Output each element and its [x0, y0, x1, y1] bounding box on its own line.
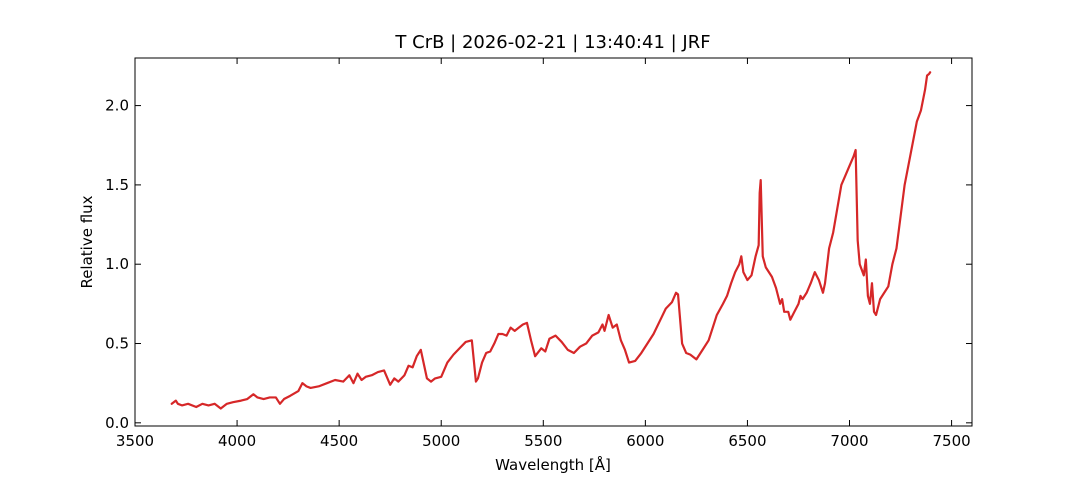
- x-axis-label: Wavelength [Å]: [495, 455, 611, 474]
- y-axis-ticks: 0.0 0.5 1.0 1.5 2.0: [105, 97, 972, 432]
- y-tick-label: 0.5: [105, 335, 129, 353]
- x-tick-label: 3500: [116, 432, 154, 450]
- x-tick-label: 5000: [422, 432, 460, 450]
- chart-title: T CrB | 2026-02-21 | 13:40:41 | JRF: [394, 32, 710, 53]
- x-tick-label: 4000: [218, 432, 256, 450]
- x-tick-label: 7000: [830, 432, 868, 450]
- y-axis-label: Relative flux: [78, 195, 96, 288]
- x-tick-label: 7500: [932, 432, 970, 450]
- spectrum-line: [170, 71, 932, 410]
- y-tick-label: 0.0: [105, 414, 129, 432]
- y-tick-label: 2.0: [105, 97, 129, 115]
- x-tick-label: 6000: [626, 432, 664, 450]
- axes-frame: [134, 57, 973, 427]
- x-tick-label: 6500: [728, 432, 766, 450]
- x-axis-ticks: 3500 4000 4500 5000 5500 6000 6500 7000 7500: [116, 58, 971, 450]
- y-tick-label: 1.5: [105, 176, 129, 194]
- x-tick-label: 4500: [320, 432, 358, 450]
- plot-area: [134, 57, 973, 427]
- x-tick-label: 5500: [524, 432, 562, 450]
- y-tick-label: 1.0: [105, 255, 129, 273]
